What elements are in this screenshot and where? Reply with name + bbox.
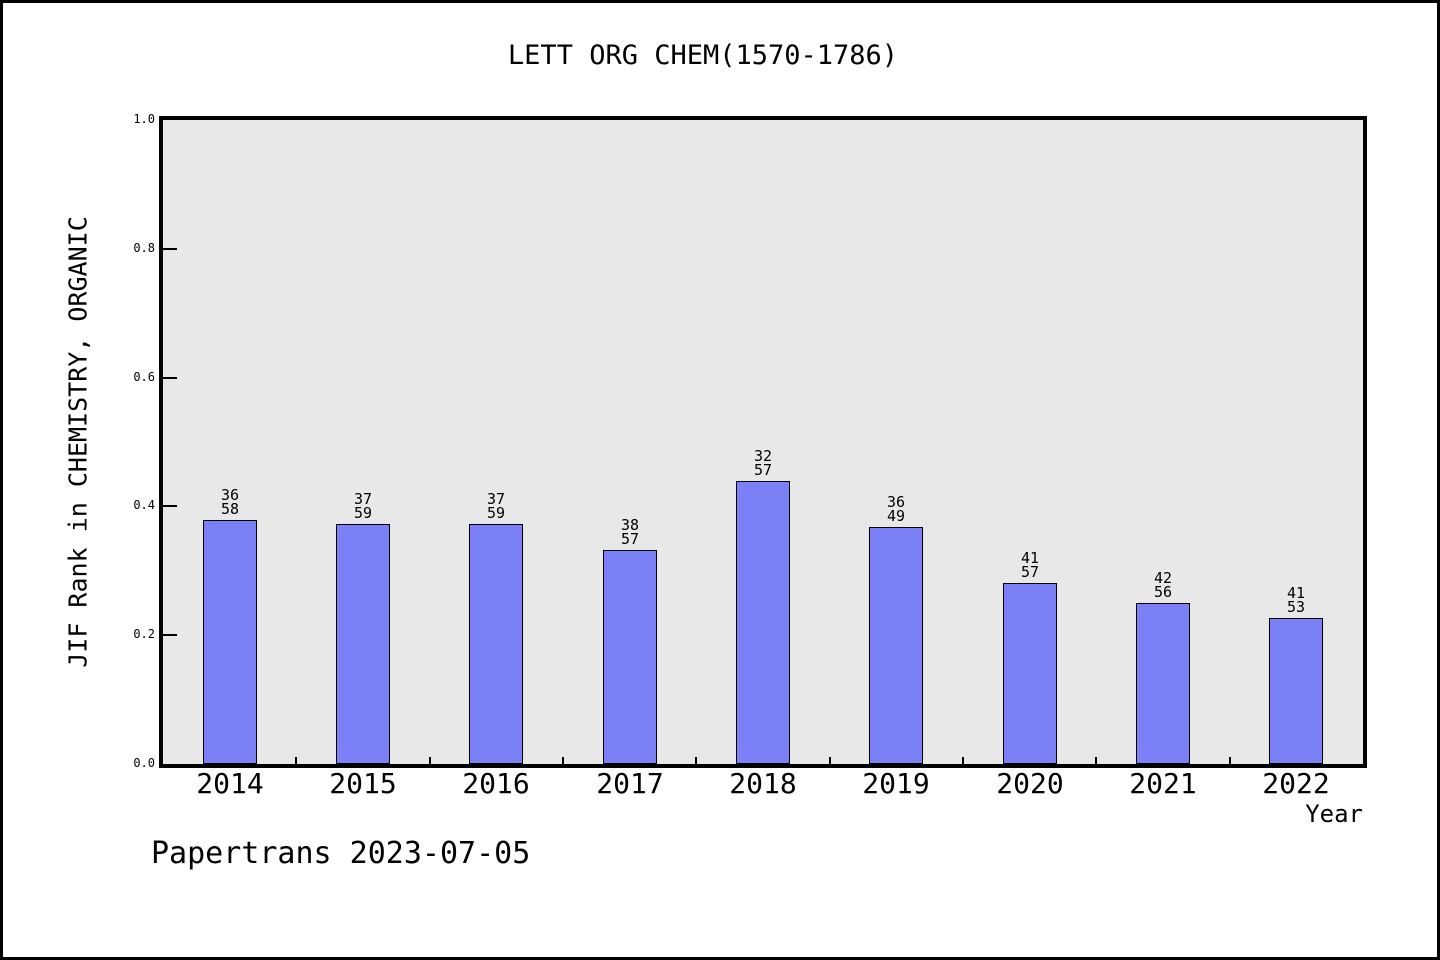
bar-rank-value: 41 xyxy=(1020,549,1040,567)
x-tick-label-2022: 2022 xyxy=(1262,767,1330,800)
y-tick-mark xyxy=(163,634,177,636)
bar-rank-value: 38 xyxy=(620,516,640,534)
x-minor-tick xyxy=(562,757,564,764)
bar-value-label-2017: 38 57 xyxy=(590,516,670,548)
y-tick-label-1.0: 1.0 xyxy=(133,112,155,126)
x-tick-label-2015: 2015 xyxy=(329,767,397,800)
bar-value-label-2021: 42 56 xyxy=(1123,569,1203,601)
bar-2017 xyxy=(603,550,657,764)
x-minor-tick xyxy=(829,757,831,764)
bar-total-value: 59 xyxy=(486,504,506,522)
y-axis-title: JIF Rank in CHEMISTRY, ORGANIC xyxy=(63,216,93,668)
x-minor-tick xyxy=(1229,757,1231,764)
bar-rank-value: 36 xyxy=(220,486,240,504)
x-tick-label-2021: 2021 xyxy=(1129,767,1197,800)
bar-rank-value: 42 xyxy=(1153,569,1173,587)
bar-total-value: 56 xyxy=(1153,583,1173,601)
bar-total-value: 58 xyxy=(220,500,240,518)
x-tick-label-2016: 2016 xyxy=(462,767,530,800)
y-tick-label-0.6: 0.6 xyxy=(133,370,155,384)
bar-2014 xyxy=(203,520,257,764)
bar-rank-value: 32 xyxy=(753,447,773,465)
bar-2015 xyxy=(336,524,390,764)
watermark-text: Papertrans 2023-07-05 xyxy=(151,836,531,871)
bar-rank-value: 37 xyxy=(353,490,373,508)
x-tick-label-2019: 2019 xyxy=(862,767,930,800)
x-tick-label-2017: 2017 xyxy=(596,767,664,800)
x-tick-label-2020: 2020 xyxy=(996,767,1064,800)
x-tick-label-2018: 2018 xyxy=(729,767,797,800)
bar-value-label-2016: 37 59 xyxy=(456,490,536,522)
bar-total-value: 53 xyxy=(1286,598,1306,616)
y-tick-mark xyxy=(163,377,177,379)
bar-value-label-2019: 36 49 xyxy=(856,493,936,525)
x-tick-label-2014: 2014 xyxy=(196,767,264,800)
bar-rank-value: 37 xyxy=(486,490,506,508)
y-tick-mark xyxy=(163,505,177,507)
bar-value-label-2018: 32 57 xyxy=(723,447,803,479)
y-tick-label-0.2: 0.2 xyxy=(133,627,155,641)
x-axis-title: Year xyxy=(1305,800,1363,828)
bar-total-value: 57 xyxy=(620,530,640,548)
bar-2022 xyxy=(1269,618,1323,764)
y-tick-label-0.4: 0.4 xyxy=(133,498,155,512)
y-tick-label-0.0: 0.0 xyxy=(133,756,155,770)
bar-value-label-2015: 37 59 xyxy=(323,490,403,522)
bars-layer: 36 58 37 59 37 59 38 57 32 57 36 49 41 57 42 56 41 53 xyxy=(163,120,1363,764)
bar-2016 xyxy=(469,524,523,764)
x-minor-tick xyxy=(1095,757,1097,764)
chart-title: LETT ORG CHEM(1570-1786) xyxy=(507,40,899,71)
bar-value-label-2022: 41 53 xyxy=(1256,584,1336,616)
x-minor-tick xyxy=(429,757,431,764)
bar-total-value: 59 xyxy=(353,504,373,522)
bar-total-value: 49 xyxy=(886,507,906,525)
bar-2018 xyxy=(736,481,790,764)
bar-2020 xyxy=(1003,583,1057,764)
bar-rank-value: 36 xyxy=(886,493,906,511)
bar-total-value: 57 xyxy=(753,461,773,479)
bar-value-label-2020: 41 57 xyxy=(990,549,1070,581)
x-minor-tick xyxy=(695,757,697,764)
x-minor-tick xyxy=(295,757,297,764)
x-minor-tick xyxy=(962,757,964,764)
bar-2021 xyxy=(1136,603,1190,764)
bar-value-label-2014: 36 58 xyxy=(190,486,270,518)
bar-total-value: 57 xyxy=(1020,563,1040,581)
y-tick-label-0.8: 0.8 xyxy=(133,241,155,255)
y-tick-mark xyxy=(163,248,177,250)
bar-2019 xyxy=(869,527,923,764)
bar-rank-value: 41 xyxy=(1286,584,1306,602)
